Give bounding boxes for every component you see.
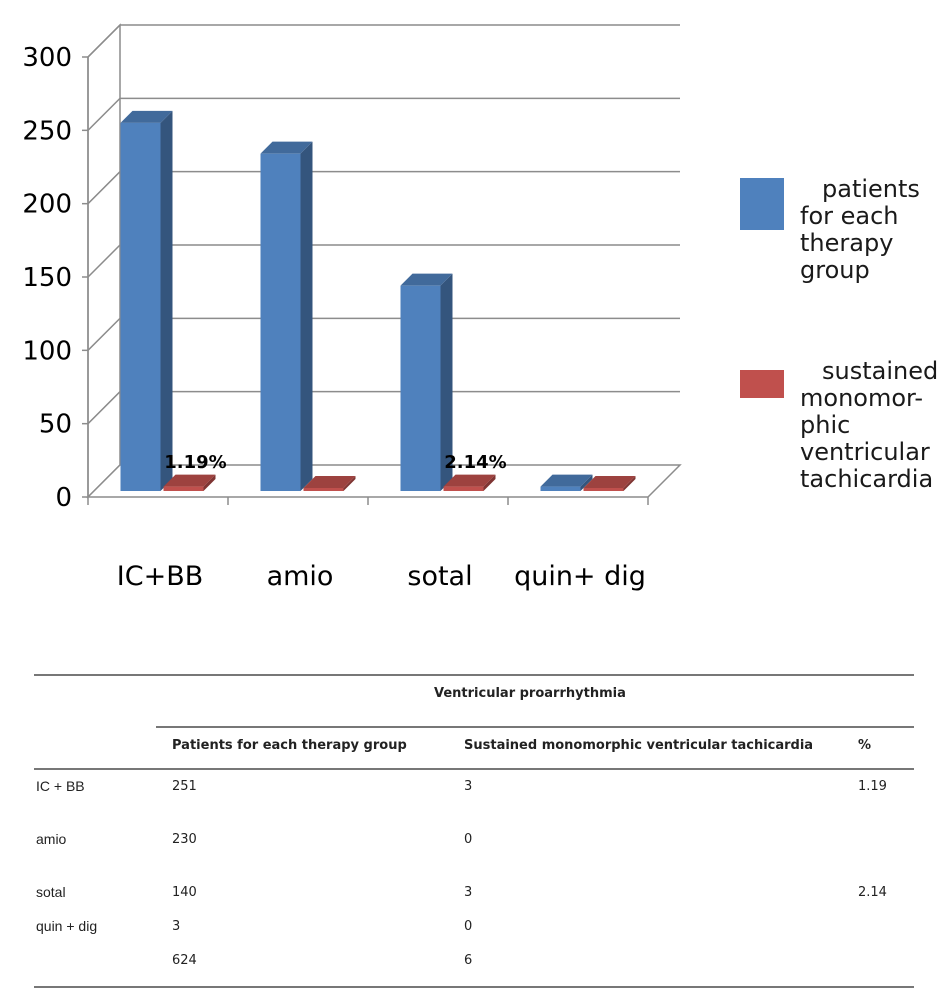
bar-patients-side	[160, 110, 173, 491]
y-gridline	[87, 317, 680, 351]
table-cell-sustained-vt: 0	[464, 832, 473, 847]
table-bottom-rule	[34, 986, 914, 988]
table-header-sustained-vt: Sustained monomorphic ventricular tachic…	[464, 738, 814, 753]
legend-label-patients: patients for each therapy group	[800, 176, 920, 284]
table-cell-percent: 2.14	[858, 885, 887, 900]
table-top-rule	[34, 674, 914, 676]
table-cell-sustained-vt: 3	[464, 779, 473, 794]
legend-line: monomor-	[800, 384, 924, 412]
table-header-percent: %	[858, 738, 872, 753]
legend-swatch-patients	[740, 178, 784, 230]
bar-sustained-vt	[583, 488, 624, 491]
data-label: 2.14%	[444, 452, 506, 473]
chart-area: 0 50 100 150 200 250 300 IC+BB amio sotal quin+ di…	[22, 23, 938, 592]
bar-patients-top	[540, 474, 593, 487]
bar-patients	[540, 486, 581, 491]
y-gridline	[87, 24, 680, 58]
bar-patients-side	[580, 474, 593, 491]
y-gridline	[87, 390, 680, 425]
table-cell-percent: 1.19	[858, 779, 887, 794]
bar-sustained-vt-top	[443, 474, 496, 487]
bar-patients-side	[440, 273, 453, 491]
legend-line: therapy	[800, 229, 894, 257]
x-tick-label: quin+ dig	[514, 561, 646, 592]
bar-sustained-vt-side	[343, 476, 356, 491]
table-subheader-rule	[156, 726, 914, 728]
bar-sustained-vt-top	[163, 474, 216, 487]
bar-sustained-vt-side	[483, 474, 496, 491]
y-gridline	[87, 97, 680, 131]
legend-item-patients: patients for each therapy group	[740, 176, 920, 284]
y-tick-label: 200	[22, 190, 72, 220]
y-tick-label: 300	[22, 43, 72, 73]
legend-swatch-sustained-vt	[740, 370, 784, 398]
table-cell-therapy: IC + BB	[36, 778, 85, 794]
y-gridline	[87, 244, 680, 278]
table-cell-therapy: amio	[36, 831, 67, 847]
x-tick-label: sotal	[407, 561, 472, 592]
table-cell-therapy: quin + dig	[36, 918, 98, 934]
legend-line: tachicardia	[800, 465, 934, 493]
table-cell-sustained-vt: 0	[464, 919, 473, 934]
bar-sustained-vt-top	[583, 476, 636, 488]
legend-label-sustained-vt: sustained monomor- phic ventricular tach…	[800, 358, 938, 493]
legend-line: patients	[822, 175, 920, 203]
y-tick-label: 250	[22, 116, 72, 146]
table-cell-patients: 140	[172, 885, 197, 900]
table-header-patients: Patients for each therapy group	[172, 738, 407, 753]
x-tick-label: IC+BB	[117, 561, 203, 592]
y-gridline	[87, 170, 680, 205]
table-title: Ventricular proarrhythmia	[434, 686, 626, 701]
legend-line: for each	[800, 202, 899, 230]
bar-patients-top	[260, 141, 313, 154]
legend-item-sustained-vt: sustained monomor- phic ventricular tach…	[740, 358, 938, 493]
bar-sustained-vt	[443, 486, 484, 491]
legend-line: group	[800, 256, 870, 284]
legend-line: ventricular	[800, 438, 930, 466]
table-cell-sustained-vt: 6	[464, 953, 473, 968]
table-cell-sustained-vt: 3	[464, 885, 473, 900]
data-label: 1.19%	[164, 452, 226, 473]
bar-patients	[120, 122, 161, 491]
bar-patients-top	[120, 110, 173, 123]
bar-patients-side	[300, 141, 313, 491]
legend-line: phic	[800, 411, 851, 439]
bar-sustained-vt	[303, 488, 344, 491]
y-tick-label: 0	[55, 483, 72, 513]
table-cell-patients: 624	[172, 953, 197, 968]
bar-patients	[260, 153, 301, 491]
table-cell-patients: 251	[172, 779, 197, 794]
bar-sustained-vt-side	[203, 474, 216, 491]
y-tick-label: 50	[39, 410, 72, 440]
y-tick-label: 100	[22, 336, 72, 366]
bar-sustained-vt-side	[623, 476, 636, 491]
bar-patients-top	[400, 273, 453, 286]
x-tick-label: amio	[267, 561, 334, 592]
legend-line: sustained	[822, 357, 939, 385]
bar-patients	[400, 285, 441, 491]
table-cell-patients: 3	[172, 919, 181, 934]
bar-sustained-vt	[163, 486, 204, 491]
table-header-rule	[34, 768, 914, 770]
table-cell-patients: 230	[172, 832, 197, 847]
y-tick-label: 150	[22, 263, 72, 293]
bar-chart: 0 50 100 150 200 250 300 IC+BB amio sotal quin+ di…	[22, 23, 682, 592]
chart-floor	[86, 464, 682, 498]
table-cell-therapy: sotal	[36, 884, 66, 900]
bar-sustained-vt-top	[303, 476, 356, 488]
